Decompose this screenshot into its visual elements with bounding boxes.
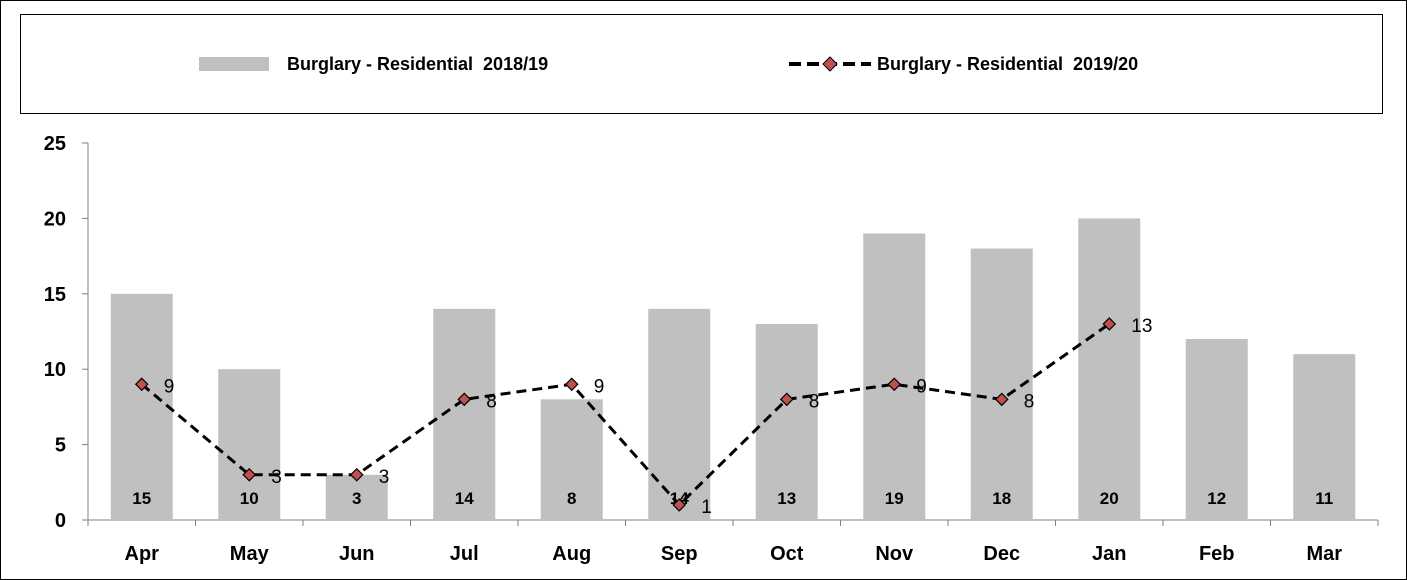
legend-label-2019-20: Burglary - Residential 2019/20 <box>877 53 1139 74</box>
x-tick-label: Nov <box>875 543 914 565</box>
bar-data-label: 11 <box>1315 489 1333 508</box>
line-data-label: 3 <box>379 467 390 488</box>
bar-data-label: 3 <box>352 489 361 508</box>
line-point-marker <box>457 392 472 407</box>
line-data-label: 9 <box>594 376 605 397</box>
line-point-marker <box>779 392 794 407</box>
line-point-marker <box>349 467 364 482</box>
line-data-label: 9 <box>164 376 175 397</box>
bar-data-label: 20 <box>1100 489 1119 508</box>
bar <box>1185 339 1248 520</box>
bar-data-label: 19 <box>885 489 904 508</box>
y-tick-label: 10 <box>44 359 66 381</box>
legend-bar-swatch <box>199 57 269 71</box>
line-data-label: 1 <box>701 497 712 518</box>
bar-data-label: 8 <box>567 489 576 508</box>
legend-label-2018-19: Burglary - Residential 2018/19 <box>287 53 549 74</box>
line-data-label: 8 <box>486 391 497 412</box>
bar <box>755 323 818 520</box>
bar-data-label: 10 <box>240 489 259 508</box>
y-tick-label: 0 <box>55 510 66 532</box>
x-tick-label: Jul <box>450 543 479 565</box>
x-tick-label: Sep <box>661 543 698 565</box>
legend: Burglary - Residential 2018/19 Burglary … <box>20 14 1383 114</box>
bar-data-label: 14 <box>455 489 474 508</box>
bar <box>325 474 388 520</box>
line-point-marker <box>564 377 579 392</box>
line-point-marker <box>242 467 257 482</box>
legend-item-2019-20: Burglary - Residential 2019/20 <box>787 15 1138 113</box>
line-data-label: 9 <box>916 376 927 397</box>
bar-data-label: 12 <box>1207 489 1226 508</box>
line-data-label: 3 <box>271 467 282 488</box>
bar <box>540 399 603 520</box>
bar <box>110 293 173 520</box>
bar <box>1078 218 1141 520</box>
x-tick-label: Feb <box>1199 543 1235 565</box>
bar-data-label: 18 <box>992 489 1011 508</box>
legend-item-2018-19: Burglary - Residential 2018/19 <box>199 15 548 113</box>
bar <box>218 369 281 520</box>
series-line-2019-20 <box>140 322 1111 508</box>
x-tick-label: Oct <box>770 543 804 565</box>
y-tick-label: 20 <box>44 208 66 230</box>
line-data-label: 8 <box>809 391 820 412</box>
y-tick-label: 15 <box>44 284 66 306</box>
bar <box>1293 354 1356 520</box>
line-point-marker <box>887 377 902 392</box>
x-tick-label: Aug <box>552 543 591 565</box>
x-tick-label: Jun <box>339 543 375 565</box>
x-tick-label: Dec <box>983 543 1020 565</box>
x-tick-label: Mar <box>1306 543 1342 565</box>
bar-data-label: 15 <box>132 489 151 508</box>
line-point-marker <box>1102 317 1117 331</box>
x-tick-label: May <box>230 543 270 565</box>
x-tick-label: Apr <box>125 543 160 565</box>
y-tick-label: 25 <box>44 133 66 155</box>
bar-data-label: 13 <box>777 489 796 508</box>
line-point-marker <box>672 498 687 512</box>
legend-line-swatch <box>789 56 871 72</box>
bar <box>863 233 926 521</box>
line-point-marker <box>994 392 1009 407</box>
line-data-label: 8 <box>1024 391 1035 412</box>
line-data-label: 13 <box>1131 316 1152 337</box>
y-tick-label: 5 <box>55 435 66 457</box>
line-point-marker <box>134 377 149 392</box>
x-tick-label: Jan <box>1092 543 1126 565</box>
